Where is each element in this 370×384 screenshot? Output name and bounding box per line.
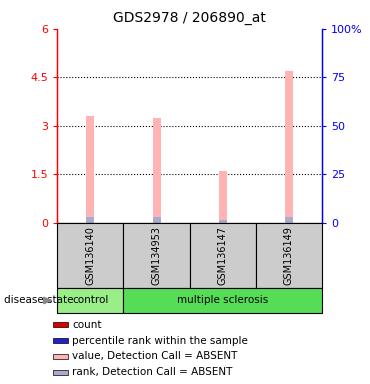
- Bar: [219, 171, 227, 223]
- Bar: [57, 223, 124, 288]
- Bar: [53, 354, 68, 359]
- Text: percentile rank within the sample: percentile rank within the sample: [72, 336, 248, 346]
- Bar: [124, 288, 322, 313]
- Bar: [87, 116, 94, 223]
- Bar: [53, 338, 68, 343]
- Text: GSM136140: GSM136140: [85, 226, 95, 285]
- Text: value, Detection Call = ABSENT: value, Detection Call = ABSENT: [72, 351, 238, 361]
- Text: count: count: [72, 320, 102, 330]
- Bar: [219, 220, 227, 223]
- Bar: [53, 370, 68, 375]
- Text: GSM134953: GSM134953: [152, 226, 162, 285]
- Bar: [57, 288, 124, 313]
- Text: multiple sclerosis: multiple sclerosis: [177, 295, 268, 306]
- Bar: [285, 71, 293, 223]
- Bar: [87, 217, 94, 223]
- Bar: [152, 217, 161, 223]
- Bar: [285, 217, 293, 223]
- Bar: [53, 322, 68, 327]
- Text: disease state: disease state: [4, 295, 73, 306]
- Title: GDS2978 / 206890_at: GDS2978 / 206890_at: [113, 11, 266, 25]
- Bar: [124, 223, 189, 288]
- Text: GSM136147: GSM136147: [218, 226, 228, 285]
- Bar: [152, 118, 161, 223]
- Text: rank, Detection Call = ABSENT: rank, Detection Call = ABSENT: [72, 367, 232, 377]
- Text: control: control: [72, 295, 109, 306]
- Bar: [189, 223, 256, 288]
- Text: GSM136149: GSM136149: [284, 226, 294, 285]
- Bar: [256, 223, 322, 288]
